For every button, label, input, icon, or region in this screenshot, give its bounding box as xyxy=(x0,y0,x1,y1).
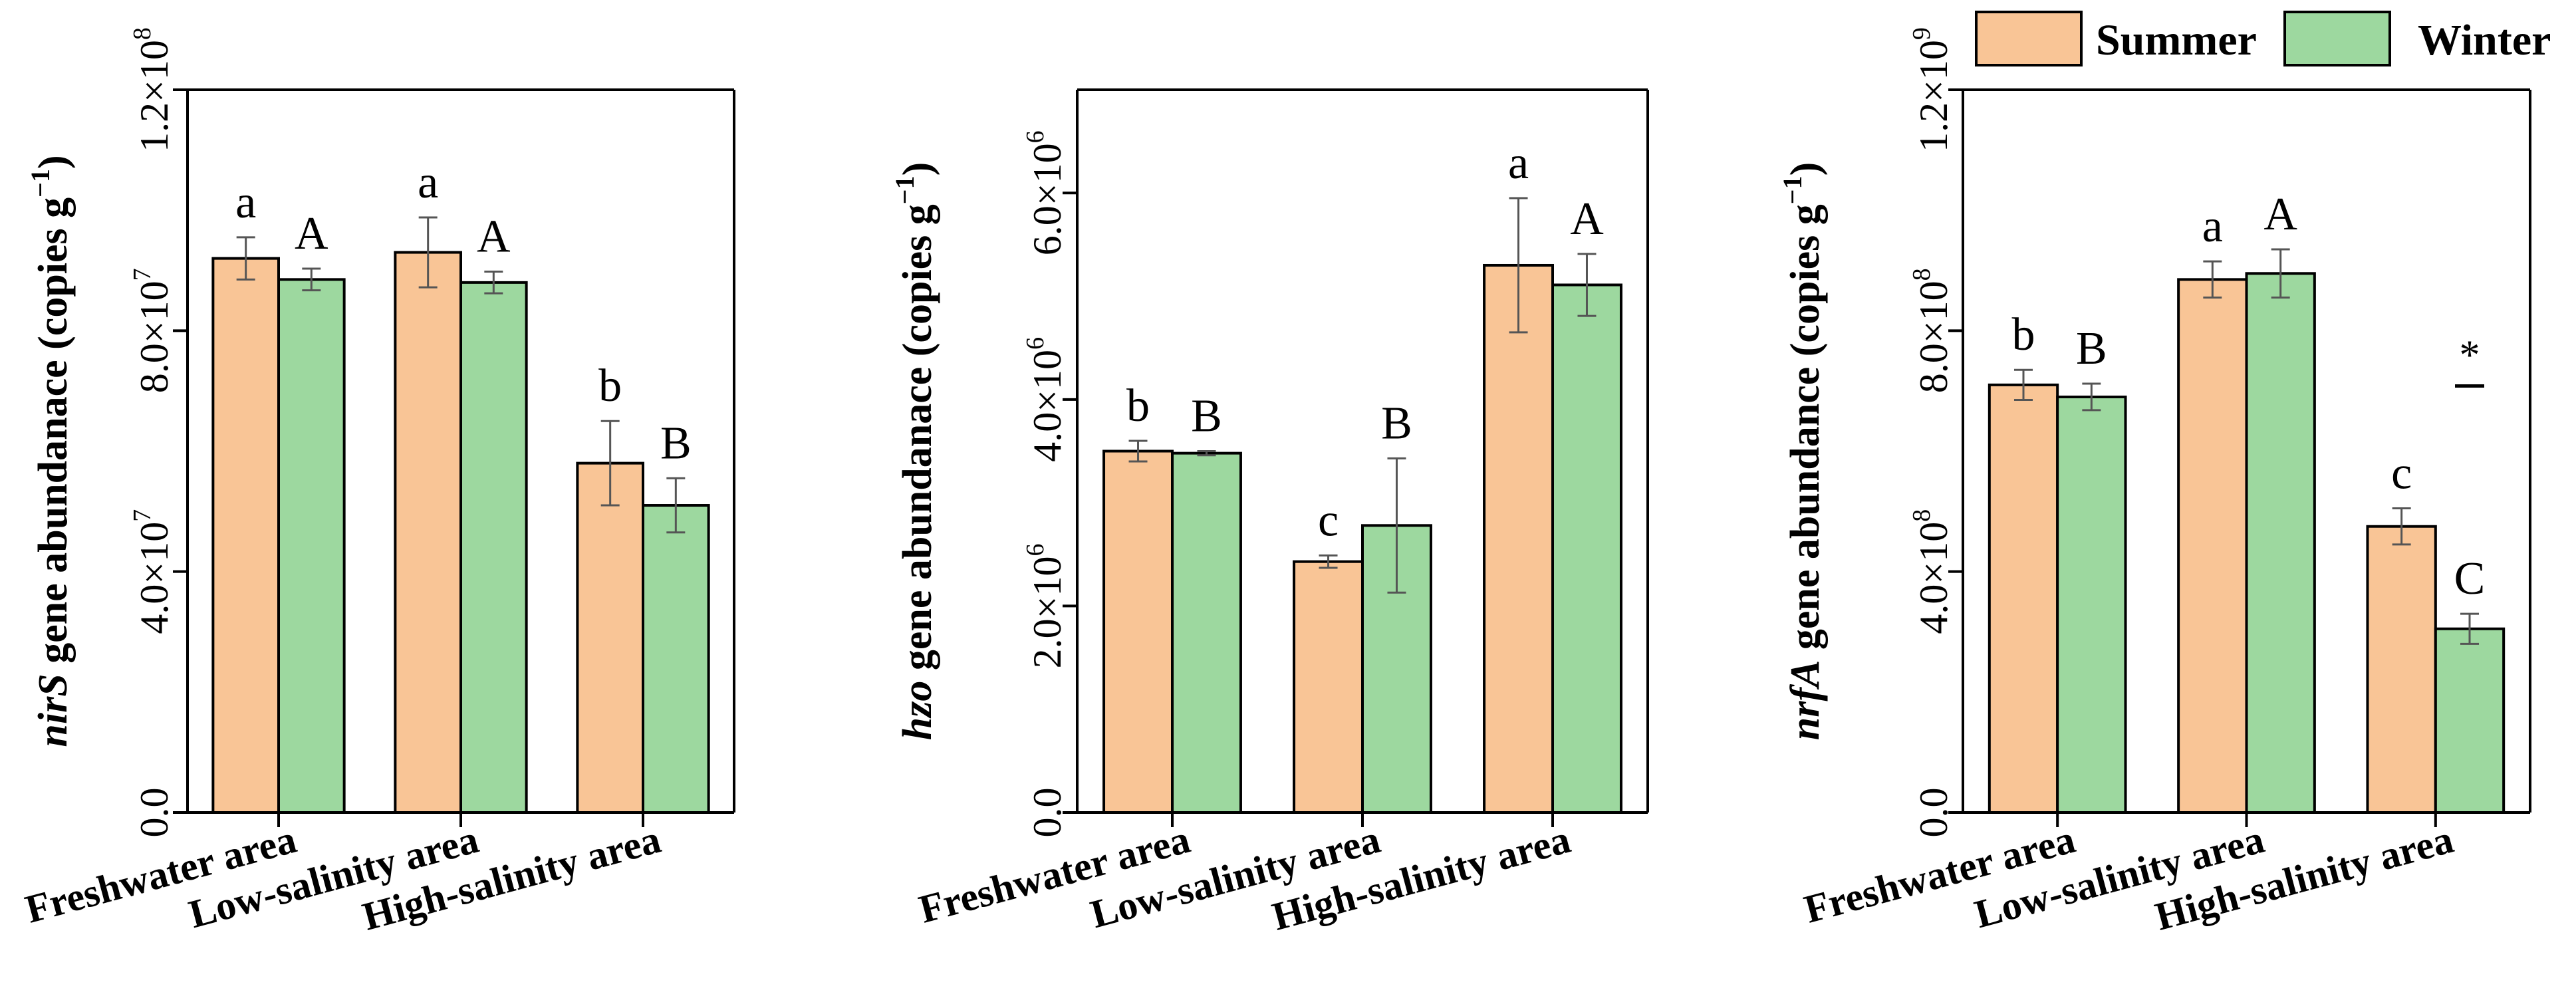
significance-letter: C xyxy=(2454,553,2486,604)
significance-letter: b xyxy=(2011,309,2035,360)
bar-winter xyxy=(2245,272,2316,814)
significance-letter: B xyxy=(660,418,692,469)
y-tick-label: 1.2×108 xyxy=(128,27,176,152)
significance-star: * xyxy=(2460,333,2480,378)
significance-letter: a xyxy=(2202,201,2223,252)
bar-winter xyxy=(2056,395,2127,814)
bar-summer xyxy=(1988,383,2059,814)
significance-letter: A xyxy=(1570,193,1604,245)
significance-letter: A xyxy=(2263,189,2297,240)
y-tick-label: 2.0×106 xyxy=(1021,544,1069,669)
y-axis-title: nrfA gene abundance (copies g−1) xyxy=(1777,162,1828,741)
y-tick-label: 0.0 xyxy=(1025,788,1069,838)
significance-letter: B xyxy=(1191,391,1222,442)
significance-letter: b xyxy=(598,360,622,412)
legend: Summer Winter xyxy=(1975,11,2551,66)
significance-letter: A xyxy=(477,211,511,263)
chart-panel-3: 0.0 4.0×108 8.0×108 1.2×109 nrfA gene abunda… xyxy=(1777,27,2531,939)
y-axis-title: hzo gene abundanace (copies g−1) xyxy=(890,162,940,741)
bar-summer xyxy=(2177,278,2248,814)
y-tick-label: 8.0×107 xyxy=(128,268,176,393)
significance-letter: B xyxy=(1381,398,1412,449)
y-tick-label: 6.0×106 xyxy=(1021,130,1069,255)
bar-summer xyxy=(2366,525,2437,815)
significance-letter: c xyxy=(2391,448,2412,499)
legend-swatch-summer xyxy=(1975,11,2083,66)
chart-panel-2: 0.0 2.0×106 4.0×106 6.0×106 hzo gene abundan… xyxy=(890,88,1649,939)
y-tick-label: 0.0 xyxy=(132,788,176,838)
bar-summer xyxy=(211,257,280,814)
bar-winter xyxy=(277,278,346,814)
bar-summer xyxy=(1483,263,1555,814)
bar-winter xyxy=(1171,451,1242,814)
bar-summer xyxy=(1102,449,1174,814)
y-tick-label: 4.0×106 xyxy=(1021,337,1069,462)
y-tick-label: 0.0 xyxy=(1912,788,1956,838)
legend-label-summer: Summer xyxy=(2096,16,2257,64)
significance-letter: a xyxy=(418,157,438,208)
chart-panel-1: 0.0 4.0×107 8.0×107 1.2×108 nirS gene abunda… xyxy=(21,27,735,939)
significance-letter: a xyxy=(1508,138,1529,189)
y-tick-label: 8.0×108 xyxy=(1908,268,1956,393)
significance-letter: B xyxy=(2076,323,2107,374)
bar-winter xyxy=(1551,283,1622,814)
legend-label-winter: Winter xyxy=(2418,16,2551,64)
y-tick-label: 4.0×107 xyxy=(128,509,176,634)
y-axis-title: nirS gene abundanace (copies g−1) xyxy=(25,155,76,747)
bar-summer xyxy=(576,461,644,814)
legend-swatch-winter xyxy=(2283,11,2391,66)
y-tick-label: 1.2×109 xyxy=(1908,27,1956,152)
significance-letter: a xyxy=(235,177,256,228)
y-tick-label: 4.0×108 xyxy=(1908,509,1956,634)
bar-winter xyxy=(459,281,528,815)
significance-letter: c xyxy=(1318,495,1339,546)
bar-winter xyxy=(2434,627,2506,814)
significance-letter: b xyxy=(1126,380,1150,432)
bar-summer xyxy=(1293,560,1364,814)
bar-summer xyxy=(394,251,462,814)
bar-winter xyxy=(642,504,710,815)
significance-letter: A xyxy=(295,208,328,259)
